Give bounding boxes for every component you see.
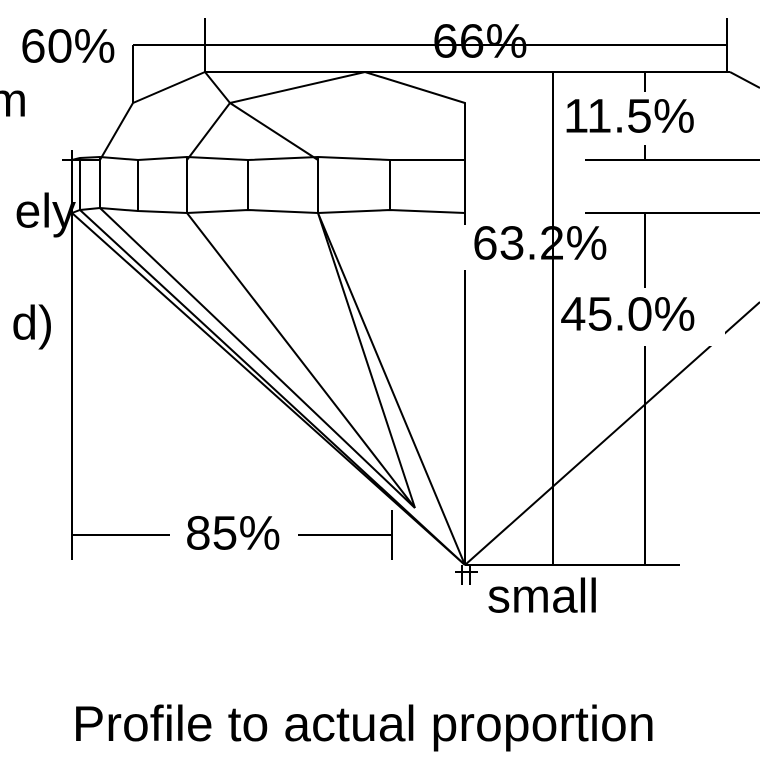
crown-angle-label: 60% xyxy=(20,21,116,74)
diamond-outline xyxy=(62,18,760,585)
total-depth-label: 63.2% xyxy=(472,218,608,271)
label-background xyxy=(555,288,725,346)
crown-height-label: 11.5% xyxy=(563,91,696,144)
pavilion-width-label: 85% xyxy=(185,508,281,561)
culet-label: small xyxy=(487,571,599,624)
left-bottom-label: d) xyxy=(11,298,54,351)
left-middle-label: ely xyxy=(15,186,76,239)
left-top-label: m xyxy=(0,75,28,128)
pavilion-depth-label: 45.0% xyxy=(560,289,696,342)
caption: Profile to actual proportion xyxy=(72,696,656,752)
table-label: 66% xyxy=(432,16,528,69)
